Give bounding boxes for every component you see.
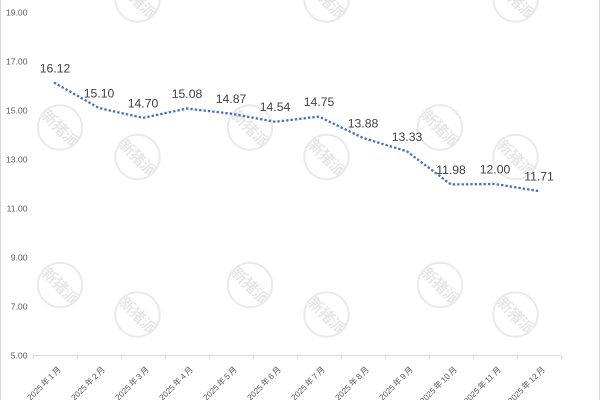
svg-text:9.00: 9.00 — [11, 253, 28, 263]
svg-text:7: 7 — [310, 372, 320, 382]
svg-text:15.10: 15.10 — [84, 87, 115, 101]
svg-text:13.88: 13.88 — [348, 116, 379, 130]
svg-text:12.00: 12.00 — [480, 162, 511, 176]
svg-text:9: 9 — [398, 372, 408, 382]
svg-text:4: 4 — [178, 372, 188, 382]
svg-text:2025: 2025 — [378, 383, 398, 400]
svg-text:14.54: 14.54 — [260, 100, 291, 114]
svg-text:13.00: 13.00 — [6, 155, 28, 165]
svg-text:10: 10 — [439, 372, 452, 385]
svg-text:17.00: 17.00 — [6, 57, 28, 67]
svg-text:11.00: 11.00 — [7, 204, 28, 214]
svg-text:2: 2 — [90, 372, 100, 382]
svg-text:19.00: 19.00 — [6, 8, 28, 18]
svg-text:2025: 2025 — [506, 386, 526, 400]
svg-text:3: 3 — [134, 372, 144, 382]
svg-text:2025: 2025 — [26, 383, 46, 400]
svg-text:11.98: 11.98 — [436, 163, 466, 177]
svg-text:2025: 2025 — [70, 383, 90, 400]
svg-text:14.70: 14.70 — [128, 96, 159, 110]
svg-text:11: 11 — [483, 372, 496, 385]
svg-text:8: 8 — [354, 372, 364, 382]
svg-text:7.00: 7.00 — [11, 302, 28, 312]
svg-text:14.75: 14.75 — [304, 95, 335, 109]
svg-text:2025: 2025 — [246, 383, 266, 400]
svg-text:12: 12 — [527, 372, 540, 385]
svg-text:6: 6 — [266, 372, 276, 382]
svg-text:2025: 2025 — [462, 386, 482, 400]
svg-text:2025: 2025 — [114, 383, 134, 400]
svg-text:5: 5 — [222, 372, 232, 382]
svg-text:15.08: 15.08 — [172, 87, 203, 101]
svg-text:13.33: 13.33 — [392, 130, 423, 144]
svg-text:15.00: 15.00 — [6, 106, 28, 116]
svg-text:1: 1 — [46, 372, 56, 382]
svg-text:2025: 2025 — [158, 383, 178, 400]
svg-text:11.71: 11.71 — [524, 170, 554, 184]
svg-text:2025: 2025 — [334, 383, 354, 400]
svg-text:5.00: 5.00 — [11, 351, 28, 361]
svg-text:16.12: 16.12 — [40, 62, 71, 76]
svg-text:2025: 2025 — [202, 383, 222, 400]
svg-text:2025: 2025 — [290, 383, 310, 400]
svg-text:14.87: 14.87 — [216, 92, 247, 106]
svg-text:2025: 2025 — [418, 386, 438, 400]
